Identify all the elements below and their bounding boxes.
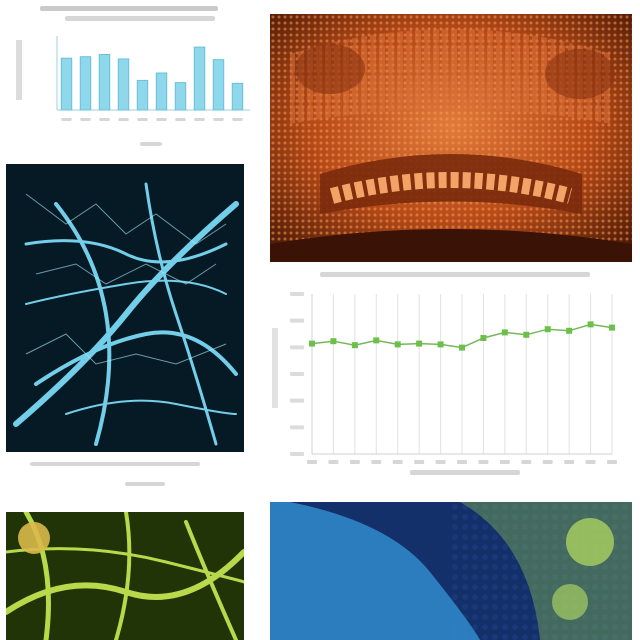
line-tick-13	[585, 460, 596, 464]
line-point-5	[416, 340, 423, 347]
bar-chart-panel	[0, 0, 260, 160]
line-ytick-0	[290, 452, 304, 456]
bar-7	[193, 46, 206, 111]
line-point-1	[330, 338, 337, 345]
green-vein-image	[6, 512, 244, 640]
line-point-8	[480, 335, 487, 341]
bar-1	[79, 56, 92, 111]
bar-tick-5	[156, 118, 167, 121]
line-tick-10	[521, 460, 532, 464]
line-chart	[272, 272, 617, 475]
line-point-0	[309, 340, 315, 347]
line-point-11	[544, 326, 551, 333]
line-ytick-3	[290, 372, 304, 376]
bar-tick-7	[194, 118, 205, 121]
line-tick-14	[607, 460, 617, 464]
bar-tick-4	[137, 118, 148, 121]
line-tick-11	[542, 460, 553, 464]
bar-0	[60, 57, 73, 111]
bar-tick-6	[175, 118, 186, 121]
bar-9	[231, 82, 244, 111]
line-point-14	[609, 324, 615, 331]
line-point-12	[566, 327, 573, 334]
cyan-vascular-image	[6, 164, 244, 452]
line-point-13	[587, 321, 594, 328]
line-point-7	[459, 344, 465, 351]
line-ytick-4	[290, 345, 304, 350]
bar-chart	[16, 6, 250, 146]
copper-micrograph	[270, 14, 632, 262]
caption-blur	[30, 460, 210, 486]
line-tick-6	[435, 460, 446, 464]
line-chart-panel	[270, 268, 632, 480]
line-tick-2	[349, 460, 360, 464]
line-tick-3	[371, 460, 382, 464]
line-tick-9	[499, 460, 510, 464]
line-ytick-6	[290, 292, 304, 296]
line-tick-7	[457, 460, 467, 464]
bar-tick-3	[118, 118, 129, 121]
bar-tick-9	[232, 118, 243, 121]
bar-4	[136, 79, 149, 111]
bar-3	[117, 58, 130, 111]
line-ytick-1	[290, 425, 304, 430]
bar-2	[98, 54, 111, 111]
line-point-10	[523, 331, 530, 338]
line-ytick-5	[290, 318, 304, 323]
line-tick-0	[307, 460, 317, 464]
bar-tick-2	[99, 118, 110, 121]
line-point-2	[351, 342, 358, 349]
bar-tick-8	[213, 118, 224, 121]
line-point-4	[394, 341, 401, 348]
bar-8	[212, 59, 225, 111]
line-point-6	[437, 341, 444, 348]
line-tick-8	[478, 460, 489, 464]
line-tick-1	[328, 460, 339, 464]
bar-6	[174, 82, 187, 111]
blue-tissue-image	[270, 502, 632, 640]
bar-tick-0	[61, 118, 72, 121]
line-tick-12	[564, 460, 575, 464]
bar-tick-1	[80, 118, 91, 121]
line-point-3	[373, 337, 380, 344]
line-tick-4	[392, 460, 403, 464]
line-ytick-2	[290, 398, 304, 403]
line-point-9	[501, 329, 508, 336]
line-tick-5	[414, 460, 425, 464]
bar-5	[155, 72, 168, 111]
